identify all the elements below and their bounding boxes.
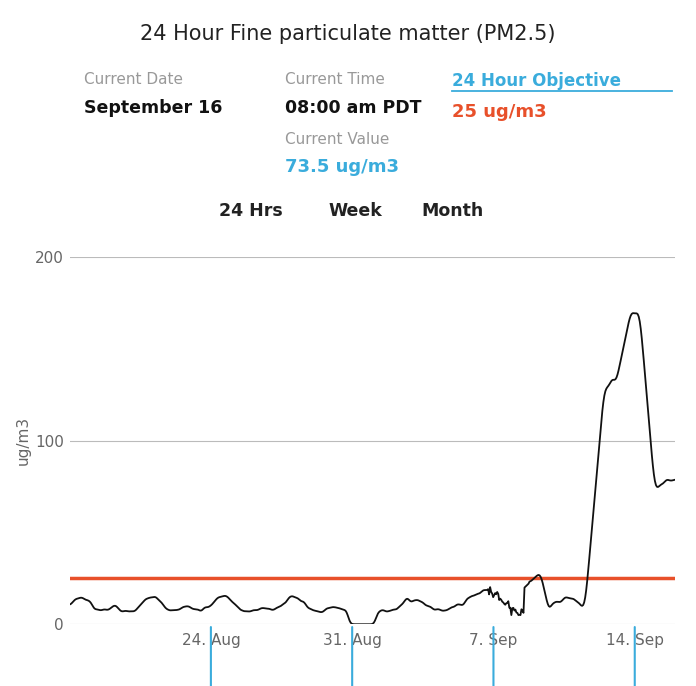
Text: 24 Hour Objective: 24 Hour Objective	[452, 72, 622, 90]
Text: Current Value: Current Value	[285, 132, 390, 147]
Text: 73.5 ug/m3: 73.5 ug/m3	[285, 158, 400, 176]
Text: Current Date: Current Date	[84, 72, 182, 87]
Text: 25 ug/m3: 25 ug/m3	[452, 103, 547, 121]
Text: 08:00 am PDT: 08:00 am PDT	[285, 99, 422, 117]
Text: 24 Hour Fine particulate matter (PM2.5): 24 Hour Fine particulate matter (PM2.5)	[141, 24, 555, 44]
Text: September 16: September 16	[84, 99, 222, 117]
Text: Month: Month	[421, 202, 484, 220]
Y-axis label: ug/m3: ug/m3	[16, 416, 31, 465]
Text: Week: Week	[328, 202, 382, 220]
Text: Current Time: Current Time	[285, 72, 385, 87]
Text: 24 Hrs: 24 Hrs	[219, 202, 283, 220]
